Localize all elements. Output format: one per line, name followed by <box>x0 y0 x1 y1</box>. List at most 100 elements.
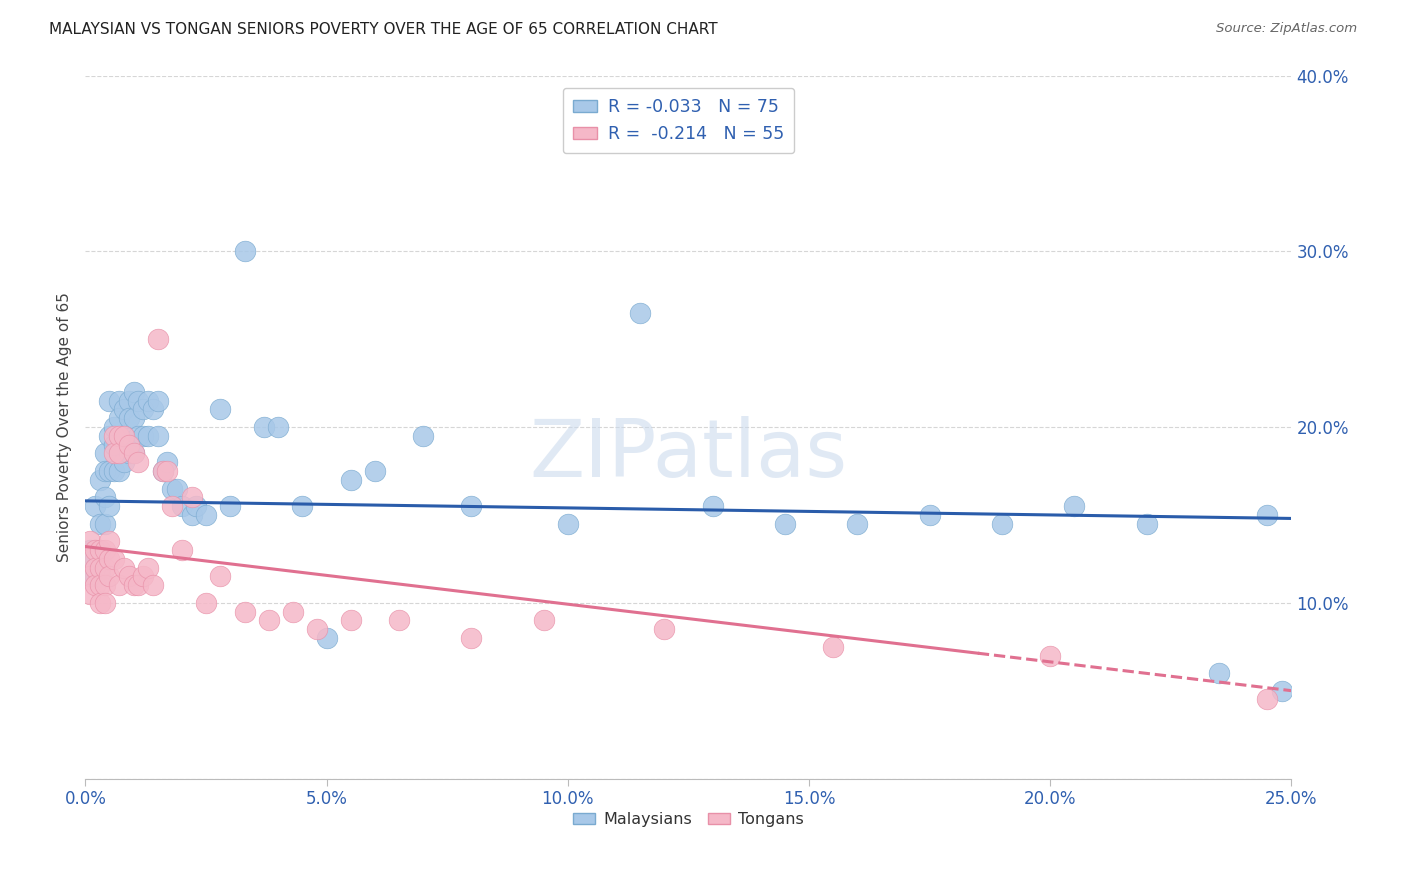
Point <box>233 605 256 619</box>
Point <box>98 499 121 513</box>
Point <box>146 332 169 346</box>
Point <box>156 464 179 478</box>
Point <box>823 640 845 654</box>
Point <box>103 446 125 460</box>
Point <box>364 464 387 478</box>
Point <box>257 613 280 627</box>
Point <box>846 516 869 531</box>
Point <box>98 429 121 443</box>
Point <box>118 393 141 408</box>
Point <box>315 631 337 645</box>
Point <box>132 402 155 417</box>
Point <box>89 473 111 487</box>
Point <box>84 543 107 558</box>
Point <box>219 499 242 513</box>
Point <box>89 552 111 566</box>
Point <box>773 516 796 531</box>
Point <box>412 429 434 443</box>
Point <box>98 393 121 408</box>
Point <box>142 402 165 417</box>
Point <box>89 543 111 558</box>
Point <box>108 411 131 425</box>
Point <box>1063 499 1085 513</box>
Point <box>98 569 121 583</box>
Point <box>98 464 121 478</box>
Point <box>146 393 169 408</box>
Point <box>89 596 111 610</box>
Point <box>79 569 101 583</box>
Point <box>1208 666 1230 681</box>
Point <box>79 560 101 574</box>
Point <box>127 578 149 592</box>
Point <box>1256 692 1278 706</box>
Point <box>195 596 218 610</box>
Point <box>103 420 125 434</box>
Point <box>79 552 101 566</box>
Point <box>142 578 165 592</box>
Point <box>112 429 135 443</box>
Point <box>146 429 169 443</box>
Point <box>89 569 111 583</box>
Point <box>166 482 188 496</box>
Point <box>628 306 651 320</box>
Point <box>160 482 183 496</box>
Point <box>93 516 115 531</box>
Point <box>1039 648 1062 663</box>
Point <box>233 244 256 259</box>
Point <box>93 491 115 505</box>
Point <box>170 543 193 558</box>
Point <box>991 516 1014 531</box>
Legend: Malaysians, Tongans: Malaysians, Tongans <box>567 806 810 834</box>
Point <box>89 578 111 592</box>
Point <box>339 473 361 487</box>
Point <box>108 578 131 592</box>
Point <box>186 499 208 513</box>
Point <box>93 543 115 558</box>
Point <box>122 446 145 460</box>
Point <box>127 455 149 469</box>
Point <box>93 578 115 592</box>
Text: ZIPatlas: ZIPatlas <box>529 417 848 494</box>
Point <box>98 534 121 549</box>
Point <box>132 429 155 443</box>
Point <box>291 499 314 513</box>
Point <box>267 420 290 434</box>
Point <box>93 560 115 574</box>
Point <box>1256 508 1278 522</box>
Point <box>127 393 149 408</box>
Point <box>84 560 107 574</box>
Point <box>652 622 675 636</box>
Point <box>84 499 107 513</box>
Point <box>339 613 361 627</box>
Point <box>281 605 304 619</box>
Point <box>388 613 411 627</box>
Point <box>79 569 101 583</box>
Point <box>460 499 482 513</box>
Point <box>93 464 115 478</box>
Point <box>156 455 179 469</box>
Point <box>460 631 482 645</box>
Point <box>122 384 145 399</box>
Text: MALAYSIAN VS TONGAN SENIORS POVERTY OVER THE AGE OF 65 CORRELATION CHART: MALAYSIAN VS TONGAN SENIORS POVERTY OVER… <box>49 22 718 37</box>
Point <box>89 560 111 574</box>
Point <box>160 499 183 513</box>
Point <box>79 543 101 558</box>
Point <box>122 578 145 592</box>
Point <box>180 508 202 522</box>
Point <box>79 587 101 601</box>
Point <box>108 429 131 443</box>
Point <box>112 560 135 574</box>
Point <box>89 543 111 558</box>
Y-axis label: Seniors Poverty Over the Age of 65: Seniors Poverty Over the Age of 65 <box>58 292 72 562</box>
Point <box>112 455 135 469</box>
Point <box>84 569 107 583</box>
Point <box>108 393 131 408</box>
Point <box>136 560 159 574</box>
Point <box>702 499 724 513</box>
Point <box>84 578 107 592</box>
Point <box>1136 516 1159 531</box>
Point <box>136 393 159 408</box>
Point <box>305 622 328 636</box>
Point <box>209 402 232 417</box>
Point <box>209 569 232 583</box>
